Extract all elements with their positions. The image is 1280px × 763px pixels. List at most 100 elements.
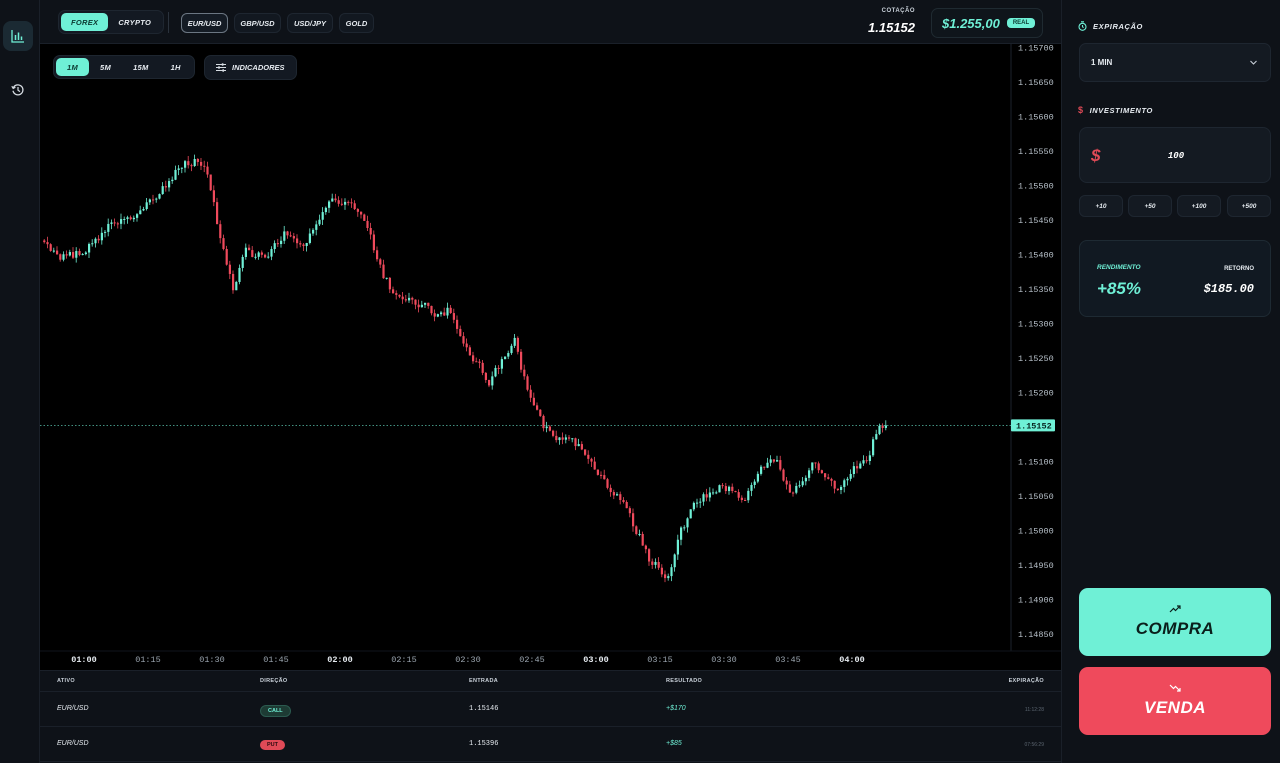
candle-body xyxy=(552,430,555,436)
candle-body xyxy=(260,252,263,255)
candle-body xyxy=(632,513,635,527)
candle-body xyxy=(494,367,497,377)
nav-chart-button[interactable] xyxy=(3,21,33,51)
nav-history-button[interactable] xyxy=(3,75,33,105)
candle-body xyxy=(379,259,382,265)
candle-body xyxy=(763,466,766,468)
candle-body xyxy=(712,492,715,494)
candle-body xyxy=(638,533,641,535)
candle-body xyxy=(190,165,193,167)
candle-body xyxy=(568,437,571,439)
sell-button[interactable]: VENDA xyxy=(1079,667,1271,735)
candle-body xyxy=(747,490,750,501)
candle-body xyxy=(347,201,350,203)
candle-body xyxy=(235,281,238,291)
asset-gbpusd-button[interactable]: GBP/USD xyxy=(234,13,281,33)
candle-body xyxy=(100,232,103,241)
candle-body xyxy=(446,307,449,316)
chart-area[interactable]: 1.15700 1.15650 1.15600 1.15550 1.15500 1.154… xyxy=(40,44,1061,670)
candle-body xyxy=(187,161,190,166)
candle-body xyxy=(545,426,548,429)
candle-body xyxy=(504,356,507,360)
candle-body xyxy=(843,480,846,487)
timer-icon xyxy=(1078,21,1087,31)
candle-body xyxy=(328,201,331,208)
x-tick-label: 04:00 xyxy=(839,655,865,665)
candle-body xyxy=(334,198,337,201)
quick-add-50-button[interactable]: +50 xyxy=(1128,195,1172,217)
candle-body xyxy=(88,243,91,253)
investment-amount[interactable]: 100 xyxy=(1167,151,1185,161)
candle-body xyxy=(366,220,369,228)
account-badge: REAL xyxy=(1006,18,1036,28)
table-row[interactable]: EUR/USD PUT 1.15396 +$85 07:56:29 xyxy=(40,727,1061,762)
candle-body xyxy=(488,379,491,386)
candle-body xyxy=(318,219,321,225)
candle-body xyxy=(270,249,273,257)
candle-body xyxy=(126,217,129,220)
candle-body xyxy=(772,459,775,462)
asset-eurusd-button[interactable]: EUR/USD xyxy=(181,13,228,33)
candle-body xyxy=(289,235,292,237)
candle-body xyxy=(587,454,590,459)
tab-forex[interactable]: FOREX xyxy=(61,13,109,31)
candle-body xyxy=(145,202,148,210)
balance-box[interactable]: $1.255,00 REAL xyxy=(931,8,1043,38)
timeframe-5m[interactable]: 5M xyxy=(100,62,112,72)
candle-body xyxy=(872,439,875,456)
candle-body xyxy=(273,243,276,250)
expiration-select[interactable]: 1 MIN xyxy=(1079,43,1271,82)
y-tick-label: 1.15000 xyxy=(1018,526,1054,536)
quick-add-100-button[interactable]: +100 xyxy=(1177,195,1221,217)
candle-body xyxy=(139,210,142,215)
candle-body xyxy=(526,376,529,390)
table-header: ATIVO DIREÇÃO ENTRADA RESULTADO EXPIRAÇÃ… xyxy=(40,671,1061,692)
y-tick-label: 1.15300 xyxy=(1018,319,1054,329)
candle-body xyxy=(440,312,443,315)
table-row[interactable]: EUR/USD CALL 1.15146 +$170 11:12:28 xyxy=(40,692,1061,727)
asset-usdjpy-button[interactable]: USD/JPY xyxy=(287,13,333,33)
y-tick-label: 1.15250 xyxy=(1018,354,1054,364)
buy-label: COMPRA xyxy=(1135,619,1215,638)
sliders-icon xyxy=(216,63,226,72)
candle-body xyxy=(97,238,100,241)
row-expiration: 11:12:28 xyxy=(1024,707,1044,713)
candle-body xyxy=(132,217,135,220)
timeframe-1m[interactable]: 1M xyxy=(56,58,90,76)
buy-button[interactable]: COMPRA xyxy=(1079,588,1271,656)
candle-body xyxy=(609,487,612,493)
candle-body xyxy=(52,250,55,252)
candle-body xyxy=(292,236,295,239)
candle-body xyxy=(196,158,199,162)
timeframe-1h[interactable]: 1H xyxy=(170,62,181,72)
quick-add-10-button[interactable]: +10 xyxy=(1079,195,1123,217)
balance-value: $1.255,00 xyxy=(942,15,1000,31)
row-expiration: 07:56:29 xyxy=(1024,742,1044,748)
row-result: +$170 xyxy=(666,705,686,712)
candle-body xyxy=(664,574,667,579)
indicators-button[interactable]: INDICADORES xyxy=(204,55,297,80)
investment-input[interactable]: $ 100 xyxy=(1079,127,1271,183)
timeframe-15m[interactable]: 15M xyxy=(133,62,149,72)
candle-body xyxy=(852,466,855,474)
candle-body xyxy=(686,518,689,528)
candle-body xyxy=(302,244,305,247)
trend-up-icon xyxy=(1169,605,1181,613)
candle-body xyxy=(404,299,407,301)
direction-badge: CALL xyxy=(260,705,291,717)
asset-gold-button[interactable]: GOLD xyxy=(339,13,374,33)
current-price-tag xyxy=(1011,419,1055,432)
quick-add-500-button[interactable]: +500 xyxy=(1227,195,1271,217)
row-entry: 1.15396 xyxy=(469,740,499,748)
candle-body xyxy=(580,444,583,450)
tab-crypto[interactable]: CRYPTO xyxy=(118,17,152,27)
candle-body xyxy=(254,256,257,258)
candle-body xyxy=(571,438,574,440)
candle-body xyxy=(814,462,817,464)
candle-body xyxy=(177,168,180,170)
candle-body xyxy=(875,434,878,440)
candle-body xyxy=(424,302,427,305)
candlestick-chart[interactable]: 1.15700 1.15650 1.15600 1.15550 1.15500 1.154… xyxy=(40,44,1061,670)
candle-body xyxy=(72,252,75,258)
y-tick-label: 1.14850 xyxy=(1018,630,1054,640)
